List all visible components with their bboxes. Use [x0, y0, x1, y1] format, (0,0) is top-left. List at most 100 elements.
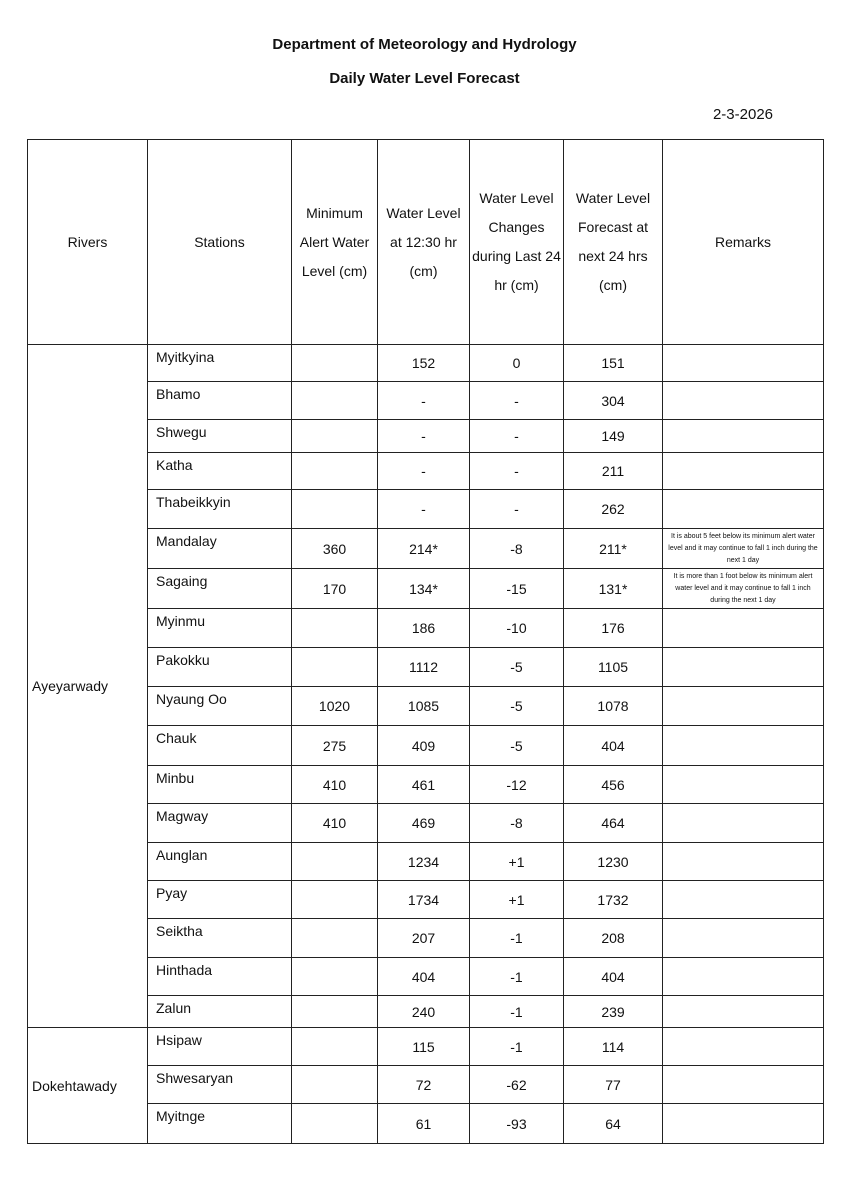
- water-change: -93: [469, 1103, 564, 1144]
- station-name: Hinthada: [147, 957, 292, 996]
- station-name: Hsipaw: [147, 1027, 292, 1066]
- remarks: [662, 647, 824, 687]
- remarks: [662, 957, 824, 996]
- station-name: Myitkyina: [147, 344, 292, 382]
- col-stations: Stations: [147, 139, 292, 345]
- department-title: Department of Meteorology and Hydrology: [272, 36, 577, 53]
- alert-level: [291, 608, 378, 648]
- water-level: 186: [377, 608, 470, 648]
- forecast-level: 464: [563, 803, 663, 843]
- remarks: [662, 344, 824, 382]
- report-title: Daily Water Level Forecast: [329, 70, 520, 87]
- station-name: Chauk: [147, 725, 292, 766]
- water-change: -1: [469, 957, 564, 996]
- forecast-level: 64: [563, 1103, 663, 1144]
- water-level: 461: [377, 765, 470, 804]
- forecast-level: 404: [563, 725, 663, 766]
- water-change: -12: [469, 765, 564, 804]
- col-rivers: Rivers: [27, 139, 148, 345]
- remarks: It is more than 1 foot below its minimum…: [662, 568, 824, 609]
- table-row: Pakokku 1112 -5 1105: [28, 647, 824, 687]
- table-row: Katha - -211: [28, 452, 824, 490]
- col-changes: Water Level Changes during Last 24 hr (c…: [469, 139, 564, 345]
- water-level: 115: [377, 1027, 470, 1066]
- water-level: 240: [377, 995, 470, 1028]
- remarks: [662, 995, 824, 1028]
- alert-level: 170: [291, 568, 378, 609]
- water-change: +1: [469, 842, 564, 881]
- forecast-level: 1105: [563, 647, 663, 687]
- station-name: Seiktha: [147, 918, 292, 958]
- water-change: -5: [469, 686, 564, 726]
- forecast-level: 456: [563, 765, 663, 804]
- table-row: Myitnge 61 -93 64: [28, 1103, 824, 1144]
- report-date: 2-3-2026: [712, 106, 773, 123]
- table-row: Pyay 1734 +1 1732: [28, 880, 824, 919]
- water-change: -1: [469, 1027, 564, 1066]
- remarks: It is about 5 feet below its minimum ale…: [662, 528, 824, 569]
- alert-level: [291, 1103, 378, 1144]
- station-name: Minbu: [147, 765, 292, 804]
- alert-level: 360: [291, 528, 378, 569]
- water-change: -: [469, 381, 564, 420]
- remarks: [662, 765, 824, 804]
- water-change: -62: [469, 1065, 564, 1104]
- water-change: -8: [469, 803, 564, 843]
- table-row: Mandalay 360 214* -8 211* It is about 5 feet …: [28, 528, 824, 569]
- water-level: 214*: [377, 528, 470, 569]
- water-change: -5: [469, 725, 564, 766]
- water-change: -10: [469, 608, 564, 648]
- table-row: Aunglan 1234 +1 1230: [28, 842, 824, 881]
- station-name: Aunglan: [147, 842, 292, 881]
- river-name: Ayeyarwady: [27, 344, 148, 1028]
- water-change: -: [469, 489, 564, 529]
- table-row: Bhamo - -304: [28, 381, 824, 420]
- station-name: Myitnge: [147, 1103, 292, 1144]
- station-name: Magway: [147, 803, 292, 843]
- river-name: Dokehtawady: [27, 1027, 148, 1144]
- station-name: Shwesaryan: [147, 1065, 292, 1104]
- alert-level: 410: [291, 803, 378, 843]
- forecast-level: 114: [563, 1027, 663, 1066]
- water-change: -8: [469, 528, 564, 569]
- forecast-level: 1230: [563, 842, 663, 881]
- alert-level: [291, 381, 378, 420]
- station-name: Sagaing: [147, 568, 292, 609]
- table-row: Dokehtawady Hsipaw 115 -1 114: [27, 1027, 824, 1144]
- remarks: [662, 842, 824, 881]
- remarks: [662, 489, 824, 529]
- header-row: Rivers Stations Minimum Alert Water Leve…: [27, 139, 824, 345]
- water-change: +1: [469, 880, 564, 919]
- forecast-level: 304: [563, 381, 663, 420]
- water-level: 152: [377, 344, 470, 382]
- remarks: [662, 686, 824, 726]
- remarks: [662, 880, 824, 919]
- table-row: Chauk 275 409 -5 404: [28, 725, 824, 766]
- remarks: [662, 725, 824, 766]
- forecast-level: 1732: [563, 880, 663, 919]
- alert-level: [291, 1027, 378, 1066]
- alert-level: 410: [291, 765, 378, 804]
- table-row: Shwesaryan 72 -62 77: [28, 1065, 824, 1104]
- forecast-level: 149: [563, 419, 663, 453]
- water-change: -5: [469, 647, 564, 687]
- alert-level: [291, 419, 378, 453]
- station-name: Bhamo: [147, 381, 292, 420]
- alert-level: [291, 1065, 378, 1104]
- station-name: Shwegu: [147, 419, 292, 453]
- forecast-level: 404: [563, 957, 663, 996]
- forecast-level: 211*: [563, 528, 663, 569]
- forecast-level: 208: [563, 918, 663, 958]
- alert-level: [291, 647, 378, 687]
- forecast-level: 1078: [563, 686, 663, 726]
- table-row: Ayeyarwady Myitkyina 152 0 151: [27, 344, 824, 1028]
- alert-level: [291, 957, 378, 996]
- alert-level: [291, 842, 378, 881]
- water-change: -1: [469, 995, 564, 1028]
- water-change: -15: [469, 568, 564, 609]
- forecast-level: 151: [563, 344, 663, 382]
- table-row: Sagaing 170 134* -15 131* It is more than 1 f…: [28, 568, 824, 609]
- water-level: -: [377, 452, 470, 490]
- water-level: 1234: [377, 842, 470, 881]
